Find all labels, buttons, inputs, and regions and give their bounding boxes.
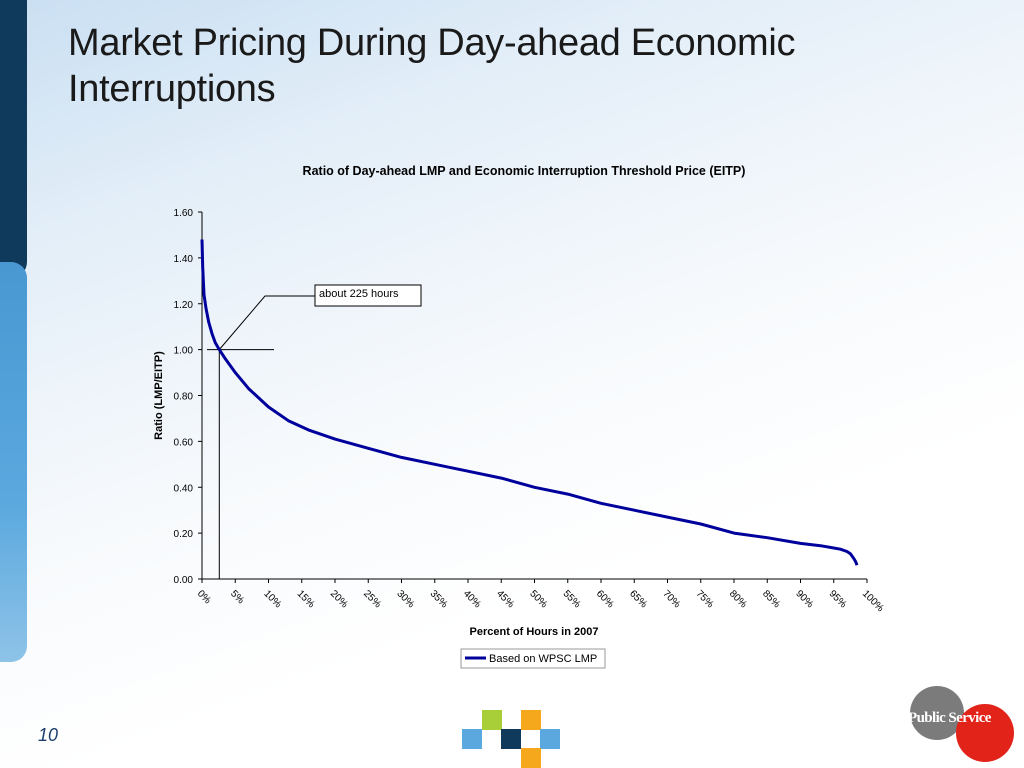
slide-title: Market Pricing During Day-ahead Economic…	[68, 22, 796, 110]
logo-red-circle	[956, 704, 1014, 762]
x-tick-label: 35%	[428, 588, 450, 610]
legend-box	[460, 648, 606, 669]
decor-square-orange-top	[521, 710, 541, 730]
y-tick-label: 0.60	[174, 437, 194, 448]
x-tick-label: 90%	[793, 588, 815, 610]
x-tick-label: 65%	[627, 588, 649, 610]
y-tick-label: 0.20	[174, 529, 194, 540]
decor-square-blue-right	[540, 729, 560, 749]
x-tick-label: 60%	[594, 588, 616, 610]
y-tick-labels: 0.00 0.20 0.40 0.60 0.80 1.00 1.20 1.40 1.60	[174, 208, 202, 586]
decor-square-navy	[501, 729, 521, 749]
x-tick-label: 50%	[527, 588, 549, 610]
x-tick-label: 45%	[494, 588, 516, 610]
x-tick-label: 40%	[461, 588, 483, 610]
y-tick-label: 1.00	[174, 346, 194, 357]
x-tick-label: 55%	[561, 588, 583, 610]
decor-square-blue-left	[462, 729, 482, 749]
x-tick-label: 75%	[694, 588, 716, 610]
chart-title: Ratio of Day-ahead LMP and Economic Inte…	[303, 164, 746, 178]
x-tick-label: 70%	[660, 588, 682, 610]
x-axis-label: Percent of Hours in 2007	[470, 626, 599, 638]
decor-square-green	[482, 710, 502, 730]
x-tick-label: 20%	[328, 588, 350, 610]
x-tick-label: 25%	[361, 588, 383, 610]
y-tick-label: 0.00	[174, 575, 194, 586]
x-tick-label: 5%	[228, 588, 246, 606]
legend-entry: Based on WPSC LMP	[489, 653, 597, 665]
x-tick-label: 15%	[295, 588, 317, 610]
public-service-logo: Public Service	[906, 684, 1016, 764]
side-bar-dark	[0, 0, 27, 278]
y-axis-label: Ratio (LMP/EITP)	[153, 351, 165, 440]
y-tick-label: 0.40	[174, 483, 194, 494]
x-tick-label: 0%	[195, 588, 213, 606]
x-tick-label: 10%	[261, 588, 283, 610]
y-tick-label: 1.60	[174, 208, 194, 219]
x-tick-label: 100%	[860, 588, 886, 614]
x-tick-labels: 0% 5% 10% 15% 20% 25% 30% 35% 40% 45% 50% 55% 60% 65%…	[195, 579, 886, 614]
logo-grey-circle	[910, 686, 964, 740]
decor-square-orange-bottom	[521, 748, 541, 768]
series-line-wpsc	[200, 239, 859, 566]
annotation-box	[314, 284, 422, 307]
x-tick-label: 85%	[760, 588, 782, 610]
y-tick-label: 1.20	[174, 300, 194, 311]
side-bar-light	[0, 262, 27, 662]
logo-text: Public Service	[908, 710, 991, 726]
annotation-text: about 225 hours	[319, 288, 399, 300]
x-tick-label: 30%	[394, 588, 416, 610]
legend: Based on WPSC LMP	[460, 648, 606, 669]
chart-axes	[201, 212, 867, 580]
annotation-leader-line	[218, 295, 315, 350]
x-tick-label: 80%	[727, 588, 749, 610]
page-number: 10	[38, 725, 59, 745]
y-tick-label: 1.40	[174, 254, 194, 265]
annotation-group: about 225 hours	[207, 284, 422, 579]
y-tick-label: 0.80	[174, 392, 194, 403]
x-tick-label: 95%	[827, 588, 849, 610]
